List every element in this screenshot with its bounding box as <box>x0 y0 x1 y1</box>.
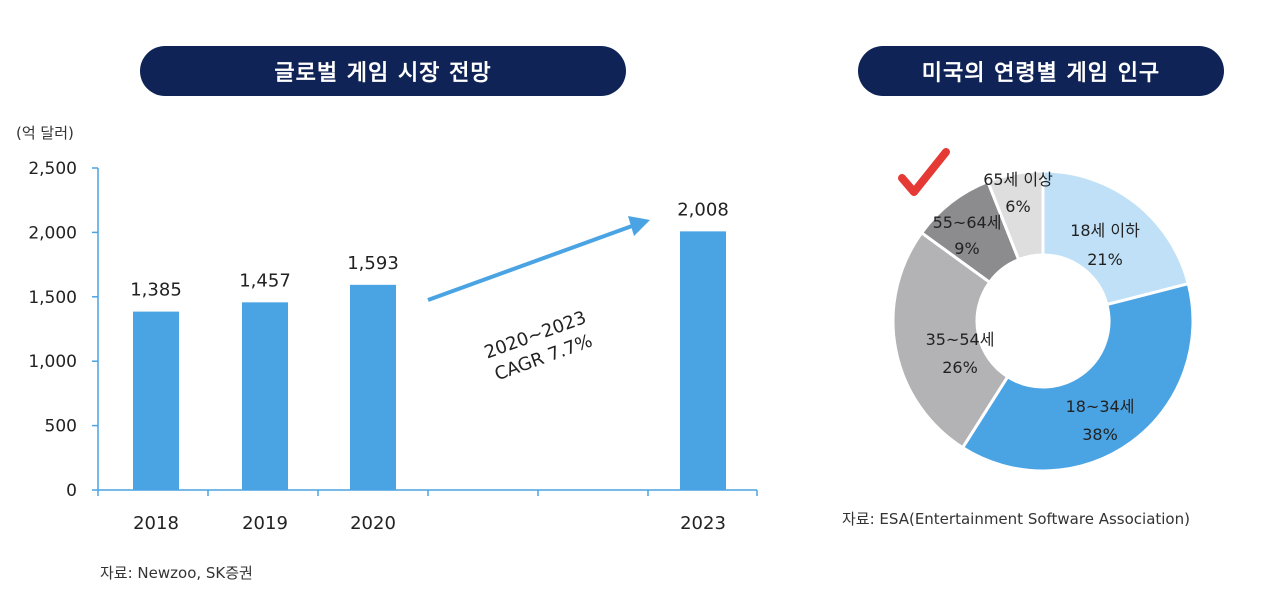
donut-slice <box>1041 169 1191 307</box>
y-tick-label: 2,000 <box>28 223 77 243</box>
donut-labels: 18세 이하 21% 18~34세 38% 35~54세 26% 55~64세 9% 65세 이… <box>926 170 1141 444</box>
bars <box>133 231 726 490</box>
data-label: 2,008 <box>677 199 729 220</box>
donut-chart: 18세 이하 21% 18~34세 38% 35~54세 26% 55~64세 9% 65세 이… <box>891 148 1195 473</box>
cagr-arrow <box>427 216 650 302</box>
slice-percent-label: 38% <box>1082 425 1118 444</box>
y-axis-unit: (억 달러) <box>16 124 74 142</box>
bar-2020 <box>350 284 396 490</box>
y-tick-label: 500 <box>45 417 77 437</box>
slice-label: 18~34세 <box>1066 397 1135 416</box>
donut-chart-source: 자료: ESA(Entertainment Software Associati… <box>842 510 1190 528</box>
donut-chart-title: 미국의 연령별 게임 인구 <box>858 46 1224 96</box>
donut-slices <box>891 169 1195 473</box>
bar-axes <box>92 167 758 496</box>
slice-label: 65세 이상 <box>983 170 1053 189</box>
x-tick-label: 2020 <box>350 513 396 534</box>
y-tick-label: 2,500 <box>28 159 77 179</box>
bar-2019 <box>242 302 288 490</box>
data-label: 1,385 <box>130 280 182 301</box>
checkmark-icon <box>898 148 950 196</box>
x-tick-label: 2023 <box>680 513 726 534</box>
x-tick-label: 2018 <box>133 513 179 534</box>
slice-label: 18세 이하 <box>1070 221 1140 240</box>
slice-percent-label: 9% <box>954 239 979 258</box>
x-tick-label: 2019 <box>242 513 288 534</box>
bar-2018 <box>133 311 179 490</box>
slice-percent-label: 6% <box>1005 197 1030 216</box>
value-labels: 1,385 1,457 1,593 2,008 <box>130 199 729 300</box>
bar-chart-title: 글로벌 게임 시장 전망 <box>140 46 626 96</box>
data-label: 1,593 <box>347 253 399 274</box>
y-tick-label: 1,500 <box>28 288 77 308</box>
slice-label: 35~54세 <box>926 330 995 349</box>
y-tick-label: 1,000 <box>28 352 77 372</box>
bar-chart-source: 자료: Newzoo, SK증권 <box>100 564 253 582</box>
y-tick-label: 0 <box>66 481 77 501</box>
bar-chart: (억 달러) 0 500 1,000 1,500 2,000 2,500 2018 2019… <box>16 124 758 534</box>
slice-percent-label: 21% <box>1087 250 1123 269</box>
slice-label: 55~64세 <box>933 213 1002 232</box>
donut-slice <box>960 281 1195 473</box>
donut-slice <box>891 230 1010 450</box>
y-tick-labels: 0 500 1,000 1,500 2,000 2,500 <box>28 159 77 501</box>
data-label: 1,457 <box>239 270 291 291</box>
donut-slice <box>985 169 1045 262</box>
slice-percent-label: 26% <box>942 358 978 377</box>
x-tick-labels: 2018 2019 2020 2023 <box>133 513 726 534</box>
bar-2023 <box>680 231 726 490</box>
